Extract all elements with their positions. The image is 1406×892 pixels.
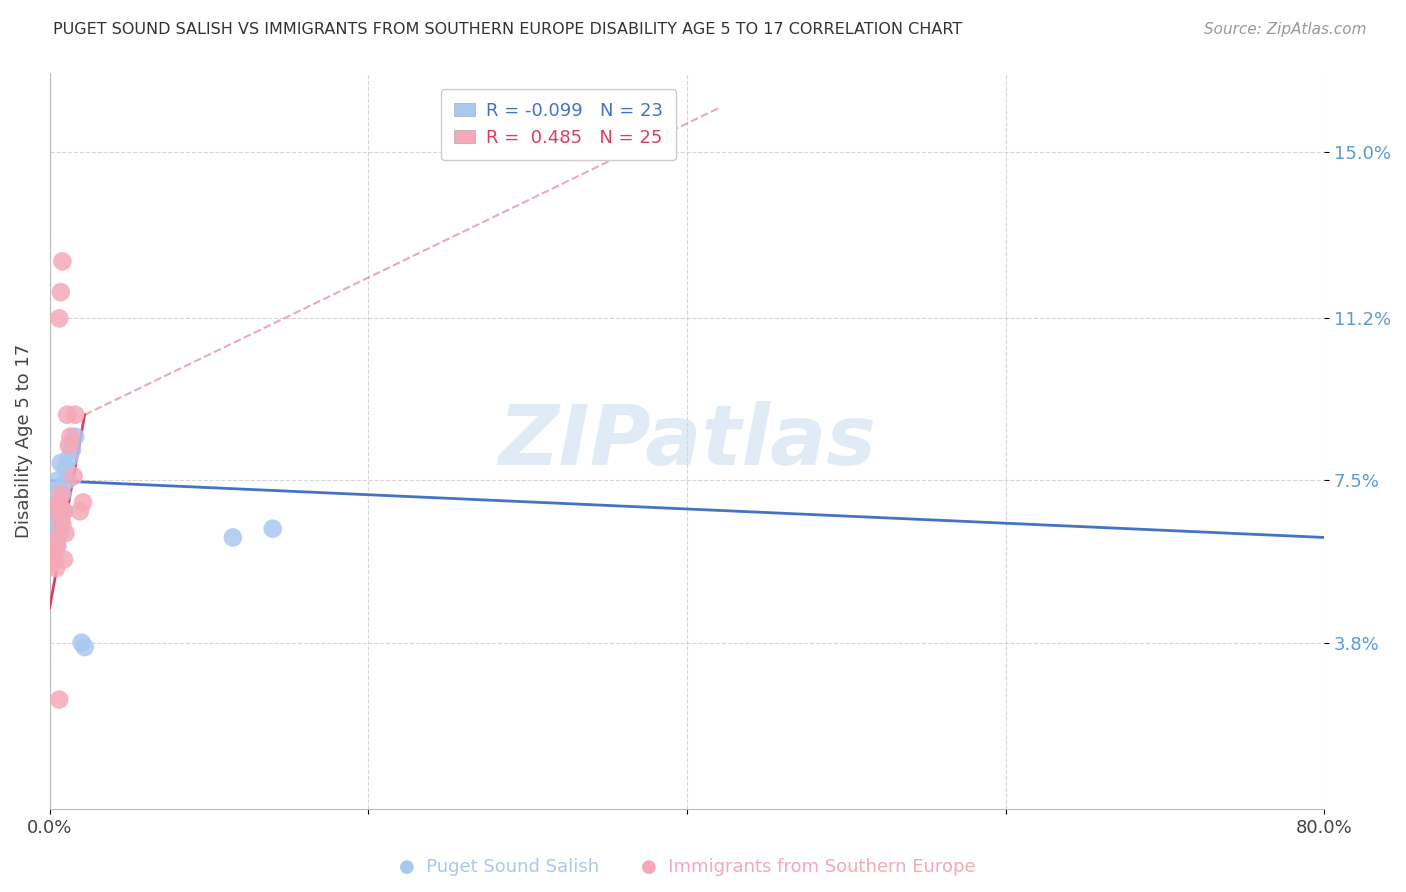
Point (45, 561, 67, 575)
Point (63, 430, 86, 444)
Point (70, 635, 93, 649)
Point (49, 504, 72, 518)
Point (53, 504, 76, 518)
Point (45, 526, 67, 541)
Point (51, 254, 73, 268)
Point (48, 692, 70, 706)
Point (42, 513, 65, 527)
Point (48, 526, 70, 541)
Text: ●  Puget Sound Salish: ● Puget Sound Salish (399, 858, 599, 876)
Point (39, 557, 62, 571)
Point (49, 486, 72, 500)
Point (59, 430, 82, 444)
Point (44, 552, 66, 566)
Y-axis label: Disability Age 5 to 17: Disability Age 5 to 17 (15, 344, 32, 538)
Point (62, 469, 84, 483)
Point (48, 495, 70, 509)
Point (44, 504, 66, 518)
Point (58, 438, 80, 452)
Point (55, 460, 77, 475)
Point (51, 486, 73, 500)
Point (49, 285, 72, 299)
Point (48, 504, 70, 518)
Point (60, 442, 83, 457)
Text: ●  Immigrants from Southern Europe: ● Immigrants from Southern Europe (641, 858, 976, 876)
Point (58, 451, 80, 466)
Point (51, 517, 73, 532)
Point (69, 504, 91, 518)
Legend: R = -0.099   N = 23, R =  0.485   N = 25: R = -0.099 N = 23, R = 0.485 N = 25 (441, 89, 676, 160)
Text: Source: ZipAtlas.com: Source: ZipAtlas.com (1204, 22, 1367, 37)
Point (222, 531, 245, 545)
Point (53, 504, 76, 518)
Point (73, 640, 96, 654)
Point (56, 474, 79, 488)
Point (56, 408, 79, 422)
Point (72, 495, 94, 509)
Text: PUGET SOUND SALISH VS IMMIGRANTS FROM SOUTHERN EUROPE DISABILITY AGE 5 TO 17 COR: PUGET SOUND SALISH VS IMMIGRANTS FROM SO… (53, 22, 963, 37)
Point (49, 456, 72, 470)
Point (53, 552, 76, 566)
Point (46, 504, 69, 518)
Point (48, 311, 70, 326)
Point (42, 543, 65, 558)
Text: ZIPatlas: ZIPatlas (498, 401, 876, 482)
Point (44, 486, 66, 500)
Point (46, 474, 69, 488)
Point (48, 482, 70, 496)
Point (63, 408, 86, 422)
Point (45, 539, 67, 553)
Point (46, 531, 69, 545)
Point (262, 522, 284, 536)
Point (46, 539, 69, 553)
Point (55, 526, 77, 541)
Point (46, 517, 69, 532)
Point (49, 513, 72, 527)
